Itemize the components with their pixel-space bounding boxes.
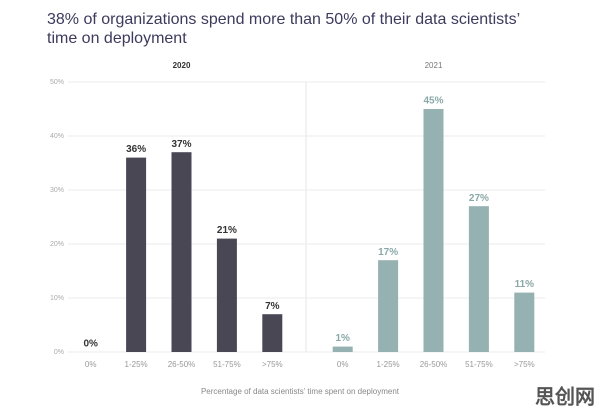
x-tick-label: >75%: [262, 360, 283, 369]
value-label: 36%: [126, 144, 146, 155]
chart-title: 38% of organizations spend more than 50%…: [47, 11, 520, 47]
x-tick-label: 51-75%: [465, 360, 493, 369]
y-tick-label: 10%: [50, 295, 64, 302]
y-tick-label: 50%: [50, 79, 64, 86]
bar: [423, 109, 444, 352]
value-label: 45%: [423, 96, 443, 107]
bar: [216, 238, 237, 352]
value-label: 17%: [378, 247, 398, 258]
value-label: 21%: [217, 225, 237, 236]
x-tick-label: 0%: [85, 360, 97, 369]
x-axis-label: Percentage of data scientists’ time spen…: [201, 387, 400, 396]
bar: [126, 157, 147, 352]
value-label: 0%: [83, 339, 98, 350]
y-tick-label: 20%: [50, 241, 64, 248]
x-tick-label: 1-25%: [377, 360, 400, 369]
panel-title: 2021: [425, 61, 443, 70]
bar: [332, 346, 353, 352]
value-label: 7%: [265, 301, 280, 312]
bar: [514, 292, 535, 352]
x-tick-label: 26-50%: [168, 360, 196, 369]
value-label: 27%: [469, 193, 489, 204]
watermark: 思创网: [535, 384, 595, 408]
bar: [262, 314, 283, 352]
x-tick-label: 51-75%: [213, 360, 241, 369]
bar: [378, 260, 399, 352]
value-label: 11%: [515, 279, 535, 290]
panel-title: 2020: [173, 61, 191, 70]
y-tick-label: 30%: [50, 187, 64, 194]
x-tick-label: 1-25%: [125, 360, 148, 369]
y-tick-label: 0%: [54, 349, 64, 356]
x-tick-label: 0%: [337, 360, 349, 369]
y-tick-label: 40%: [50, 133, 64, 140]
x-tick-label: >75%: [514, 360, 535, 369]
bar: [171, 152, 192, 352]
value-label: 1%: [335, 333, 350, 344]
bar: [468, 206, 489, 352]
value-label: 37%: [171, 139, 191, 150]
x-tick-label: 26-50%: [420, 360, 448, 369]
